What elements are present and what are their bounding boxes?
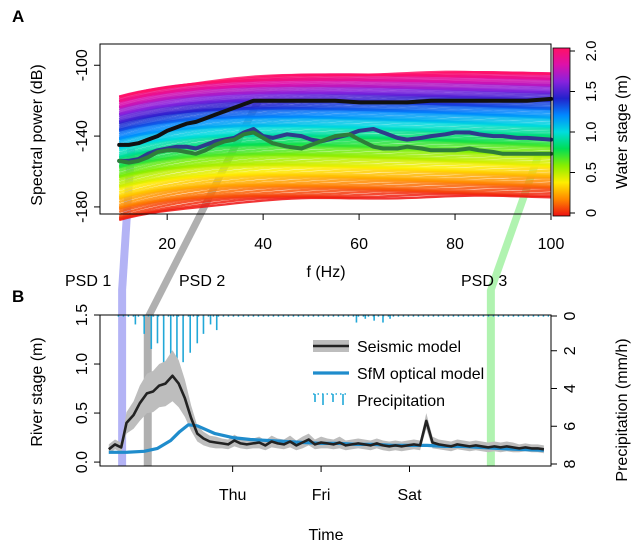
psd-spectrum-curve (118, 159, 552, 188)
panel-label-b: B (12, 287, 24, 306)
power-tick-label: -140 (74, 120, 91, 152)
psd-spectrum-curve (118, 167, 552, 197)
frequency-tick-label: 20 (158, 236, 176, 253)
power-tick-label: -180 (74, 191, 91, 223)
time-tick-label: Sat (398, 487, 423, 504)
colorbar-tick-label: 0 (583, 209, 600, 217)
psd-label-2: PSD 2 (179, 273, 225, 290)
water-stage-colorbar (552, 47, 571, 217)
psd-spectrum-curve (118, 102, 552, 131)
precipitation-tick-label: 8 (562, 459, 579, 468)
power-axis-label: Spectral power (dB) (29, 64, 46, 205)
psd-label-1: PSD 1 (65, 273, 111, 290)
precipitation-axis-ticks: 0 2 4 6 8 (551, 311, 579, 468)
precipitation-tick-label: 6 (562, 422, 579, 431)
frequency-tick-label: 60 (350, 236, 368, 253)
psd-label-3: PSD 3 (461, 273, 507, 290)
frequency-axis-ticks: 20 40 60 80 100 (158, 214, 564, 253)
seismic-band-area (108, 350, 544, 455)
time-axis-label: Time (309, 527, 344, 544)
colorbar-tick-label: 0.5 (583, 162, 600, 183)
psd-spectrum-curve (118, 93, 552, 123)
time-tick-label: Fri (312, 487, 331, 504)
highlighted-psd-lines (117, 96, 553, 165)
stage-plot-frame (99, 314, 552, 467)
psd-spectrum-curve (118, 86, 552, 115)
colorbar-tick-label: 1.0 (583, 122, 600, 143)
psd-1-time-marker (118, 290, 127, 466)
precipitation-tick-label: 0 (562, 311, 579, 320)
stage-axis-label: River stage (m) (29, 337, 46, 446)
colorbar-label: Water stage (m) (614, 75, 631, 189)
river-stage-panel: B Thu Fri Sat 0.0 0.5 1.0 1.5 0 2 4 6 8 Time Rive… (12, 287, 631, 544)
psd-1-line (117, 127, 553, 163)
seismic-uncertainty-band (108, 350, 544, 455)
psd-spectrum-curve (118, 138, 552, 168)
seismic-model-line (107, 374, 545, 451)
psd-3-line (117, 130, 553, 165)
colorbar-tick-label: 2.0 (583, 41, 600, 62)
stage-tick-label: 0.5 (74, 402, 91, 424)
psd-spectrum-curve (118, 127, 552, 157)
stage-tick-label: 1.0 (74, 353, 91, 375)
legend-label: Precipitation (357, 393, 445, 410)
power-axis-ticks: -180 -140 -100 (74, 49, 100, 223)
colorbar-ticks: 0 0.5 1.0 1.5 2.0 (570, 41, 600, 217)
frequency-tick-label: 100 (538, 236, 565, 253)
precipitation-tick-label: 2 (562, 346, 579, 355)
time-axis-ticks: Thu Fri Sat (219, 466, 422, 504)
frequency-tick-label: 40 (254, 236, 272, 253)
stage-series-lines (107, 374, 545, 454)
psd-spectrum-curve (118, 191, 552, 220)
psd-spectrum-curve (118, 70, 552, 98)
legend-label: Seismic model (357, 339, 461, 356)
psd-spectrum-curve (118, 189, 552, 219)
panel-label-a: A (12, 7, 24, 26)
stage-axis-ticks: 0.0 0.5 1.0 1.5 (74, 304, 100, 473)
frequency-axis-label: f (Hz) (306, 264, 345, 281)
legend: Seismic model SfM optical model Precipitat… (313, 339, 484, 410)
psd-spectrum-curve (118, 157, 552, 187)
psd-spectrum-curve (118, 169, 552, 198)
psd-spectrum-curve (118, 177, 552, 206)
stage-tick-label: 0.0 (74, 451, 91, 473)
psd-spectrum-curve (118, 119, 552, 148)
frequency-tick-label: 80 (446, 236, 464, 253)
precipitation-tick-label: 4 (562, 384, 579, 393)
stage-tick-label: 1.5 (74, 304, 91, 326)
power-tick-label: -100 (74, 49, 91, 81)
time-tick-label: Thu (219, 487, 247, 504)
psd-2-seismic-line (117, 96, 553, 147)
precipitation-axis-label: Precipitation (mm/h) (614, 338, 631, 481)
colorbar-tick-label: 1.5 (583, 81, 600, 102)
psd-spectrum-curve (118, 179, 552, 208)
psd-spectra-cloud (118, 70, 552, 222)
spectra-panel: A 20 40 60 80 100 -180 -140 -100 f (Hz) Spectr… (12, 7, 631, 281)
legend-label: SfM optical model (357, 366, 484, 383)
spectra-plot-frame (99, 43, 552, 215)
psd-3-time-marker (486, 290, 495, 466)
